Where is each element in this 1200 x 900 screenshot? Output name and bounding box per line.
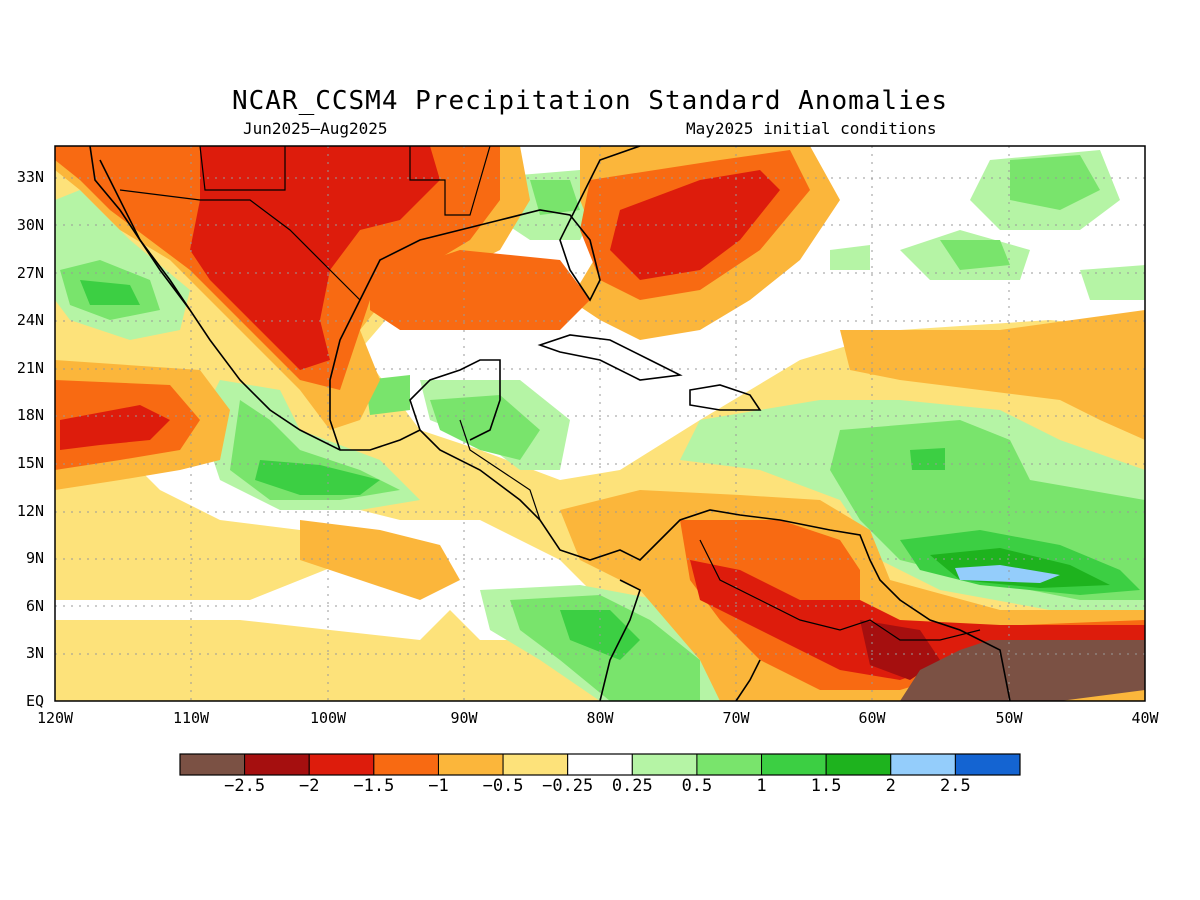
lon-label: 120W [36, 709, 74, 727]
lat-label: 33N [16, 168, 44, 186]
lon-label: 80W [586, 709, 614, 727]
legend-label: −0.25 [542, 776, 594, 796]
initial-conditions: May2025 initial conditions [686, 119, 937, 138]
legend-label: 1.5 [810, 776, 842, 796]
legend-swatch [631, 753, 698, 776]
coastlines [89, 146, 1011, 701]
legend-swatch [373, 753, 439, 776]
dry-region [860, 340, 920, 375]
forecast-period: Jun2025–Aug2025 [243, 119, 388, 138]
legend-label: −0.5 [482, 776, 524, 796]
wet-region [1080, 265, 1145, 300]
legend-label: −2 [298, 776, 320, 796]
legend-label: −1.5 [353, 776, 395, 796]
grid-lines [55, 146, 1145, 701]
lon-label: 110W [172, 709, 210, 727]
lat-label: 30N [16, 216, 44, 234]
wet-region [830, 245, 870, 270]
dry-region [690, 560, 1145, 680]
wet-region [1010, 155, 1100, 210]
lat-label: 27N [16, 264, 44, 282]
lon-label: 50W [995, 709, 1023, 727]
dry-region [370, 250, 590, 330]
dry-region [860, 620, 940, 680]
legend-swatch [567, 753, 633, 776]
legend-label: −2.5 [224, 776, 266, 796]
dry-region [840, 310, 1145, 440]
legend-swatch [696, 753, 763, 776]
lat-label: 15N [16, 454, 44, 472]
wet-region [940, 240, 1010, 270]
legend-label: 2 [885, 776, 896, 796]
lat-label: 24N [16, 311, 44, 329]
legend-label: −1 [428, 776, 449, 796]
lon-label: 100W [309, 709, 347, 727]
lon-label: 60W [858, 709, 886, 727]
anomaly-map [54, 145, 1146, 702]
wet-region [955, 565, 1060, 583]
lon-label: 70W [722, 709, 750, 727]
map-frame [54, 145, 1146, 702]
lon-label: 40W [1131, 709, 1159, 727]
borders [119, 146, 981, 641]
wet-region [910, 448, 945, 470]
lat-label: 12N [16, 502, 44, 520]
lat-label: 9N [25, 549, 44, 567]
dry-region [900, 640, 1145, 701]
legend-label: 2.5 [940, 776, 971, 796]
legend-swatch [437, 753, 504, 776]
legend-label: 0.25 [611, 776, 653, 796]
legend-swatch [179, 753, 246, 776]
legend-swatch [825, 753, 892, 776]
wet-region [255, 460, 380, 495]
legend-swatch [308, 753, 375, 776]
legend-swatch [502, 753, 569, 776]
wet-region [530, 180, 580, 215]
lon-label: 90W [450, 709, 478, 727]
legend-label: 1 [756, 776, 767, 796]
legend-swatch [890, 753, 956, 776]
lat-label: EQ [25, 692, 44, 710]
map-title: NCAR_CCSM4 Precipitation Standard Anomal… [231, 86, 949, 116]
legend-swatch [761, 753, 827, 776]
lat-label: 3N [25, 644, 44, 662]
lat-label: 6N [25, 597, 44, 615]
legend-label: 0.5 [681, 776, 713, 796]
lat-label: 18N [16, 406, 44, 424]
wet-region [80, 280, 140, 305]
wet-region [430, 395, 540, 460]
legend-swatch [954, 753, 1021, 776]
legend-swatch [244, 753, 310, 776]
lat-label: 21N [16, 359, 44, 377]
dry-region [300, 520, 460, 600]
